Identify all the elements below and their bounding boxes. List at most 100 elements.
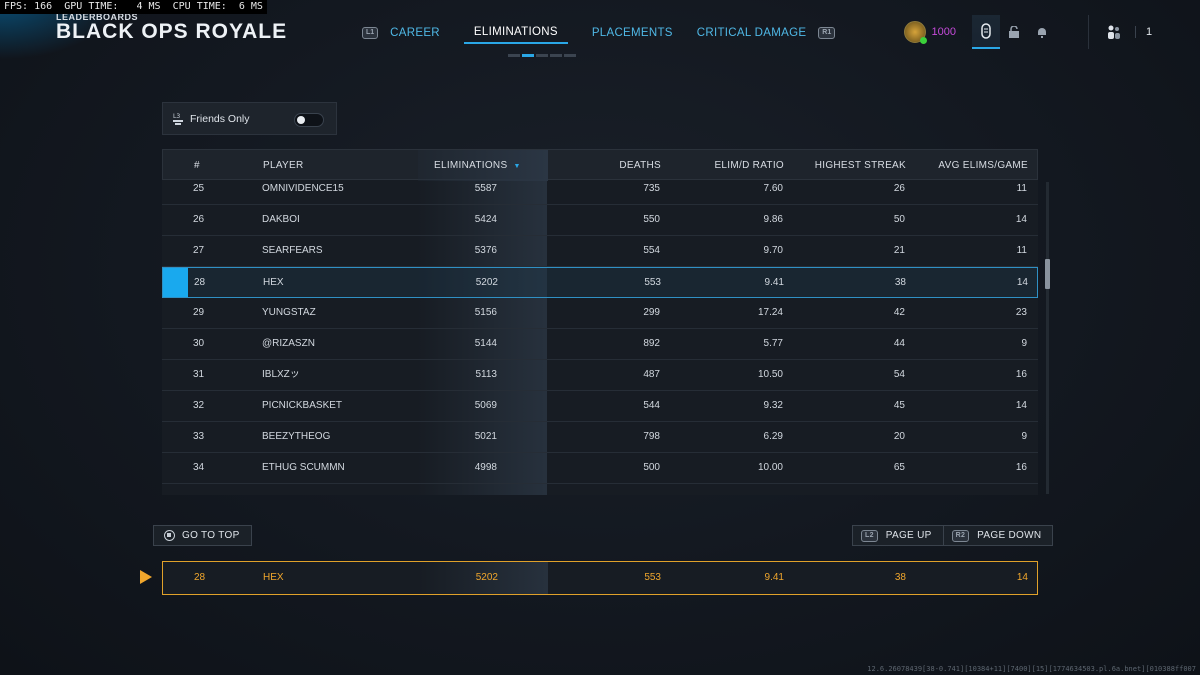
r1-button-hint[interactable]: R1 (818, 27, 836, 39)
player-rank-badge-icon[interactable] (903, 21, 927, 44)
cell-deaths-text: 544 (643, 400, 660, 411)
column-eliminations[interactable]: ELIMINATIONS ▼ (434, 150, 521, 182)
table-row[interactable]: 27 SEARFEARS 5376 554 9.70 21 11 (162, 236, 1038, 267)
table-row[interactable]: 34 ETHUG SCUMMN 4998 500 10.00 65 16 (162, 453, 1038, 484)
stop-button-icon (164, 530, 175, 541)
cell-rank: 34 (193, 453, 204, 483)
cell-streak-text: 45 (893, 400, 905, 411)
cell-elims-text: 4998 (474, 462, 497, 473)
table-row[interactable]: 32 PICNICKBASKET 5069 544 9.32 45 14 (162, 391, 1038, 422)
cell-rank-text: 33 (193, 431, 205, 442)
page-down-button[interactable]: R2 PAGE DOWN (943, 525, 1054, 546)
table-row-current-player[interactable]: 28 HEX 5202 553 9.41 38 14 (162, 267, 1038, 298)
cell-ratio-text: 17.24 (757, 307, 783, 318)
notification-bell-icon[interactable] (1028, 15, 1056, 49)
cell-player-text: @RIZASZN (262, 338, 315, 349)
page-dot (550, 54, 562, 57)
cell-rank-text: 25 (193, 183, 205, 194)
friends-only-toggle[interactable] (294, 113, 324, 127)
go-to-top-button[interactable]: GO TO TOP (153, 525, 252, 546)
page-dot (564, 54, 576, 57)
cell-rank: 28 (194, 268, 205, 298)
menu-icon-selected[interactable] (972, 15, 1000, 49)
cell-elims-text: 5202 (475, 277, 498, 288)
cell-rank: 31 (193, 360, 204, 390)
cell-rank-text: 32 (193, 400, 205, 411)
page-indicator (508, 54, 576, 57)
party-widget[interactable]: 1 (1088, 15, 1200, 49)
cell-avg-text: 9 (1021, 338, 1027, 349)
cell-deaths-text: 550 (643, 214, 660, 225)
cell-player-text: DAKBOI (262, 214, 300, 225)
tab-critical-damage[interactable]: CRITICAL DAMAGE (696, 27, 807, 39)
cell-player: PICNICKBASKET (262, 391, 342, 421)
cell-player-text: HEX (263, 277, 284, 288)
friends-only-filter[interactable]: L3 Friends Only (162, 102, 337, 135)
my-player: HEX (263, 572, 284, 583)
cell-elims-text: 5113 (475, 369, 497, 380)
cell-ratio-text: 10.00 (757, 462, 783, 473)
column-avg-label: AVG ELIMS/GAME (938, 160, 1028, 171)
party-members-icon (1108, 25, 1120, 39)
tab-career[interactable]: CAREER (390, 27, 440, 39)
cell-streak-text: 38 (894, 277, 906, 288)
table-row[interactable]: 26 DAKBOI 5424 550 9.86 50 14 (162, 205, 1038, 236)
unlock-icon[interactable] (1000, 15, 1028, 49)
cell-elims-text: 5376 (474, 245, 497, 256)
cell-deaths-text: 798 (643, 431, 660, 442)
cell-player-text: YUNGSTAZ (262, 307, 316, 318)
column-deaths-label: DEATHS (619, 160, 661, 171)
cell-streak-text: 26 (893, 183, 905, 194)
cell-ratio-text: 6.29 (763, 431, 783, 442)
l1-button-hint[interactable]: L1 (362, 27, 379, 39)
cell-player: OMNIVIDENCE15 (262, 174, 344, 204)
cell-deaths-text: 735 (643, 183, 660, 194)
tab-placements[interactable]: PLACEMENTS (591, 27, 673, 39)
cell-elims-text: 5156 (474, 307, 497, 318)
table-row[interactable]: 29 YUNGSTAZ 5156 299 17.24 42 23 (162, 298, 1038, 329)
cell-rank: 25 (193, 174, 204, 204)
cell-deaths-text: 892 (643, 338, 660, 349)
cell-player: SEARFEARS (262, 236, 323, 266)
tab-eliminations[interactable]: ELIMINATIONS (463, 26, 568, 44)
cell-elims-text: 5587 (474, 183, 497, 194)
cell-streak-text: 20 (893, 431, 905, 442)
table-row[interactable]: 31 IBLXZッ 5113 487 10.50 54 16 (162, 360, 1038, 391)
cell-avg-text: 14 (1016, 277, 1028, 288)
table-row[interactable]: 25 OMNIVIDENCE15 5587 735 7.60 26 11 (162, 174, 1038, 205)
page-dot (536, 54, 548, 57)
page-dot (508, 54, 520, 57)
current-player-row[interactable]: 28 HEX 5202 553 9.41 38 14 (162, 561, 1038, 595)
cell-avg-text: 9 (1021, 431, 1027, 442)
cell-player: BEEZYTHEOG (262, 422, 330, 452)
scrollbar-thumb[interactable] (1045, 259, 1050, 289)
cell-avg-text: 16 (1015, 462, 1027, 473)
cell-elims-text: 5424 (474, 214, 497, 225)
cell-elims-text: 5144 (474, 338, 497, 349)
cell-streak-text: 44 (893, 338, 905, 349)
column-eliminations-label: ELIMINATIONS (434, 160, 508, 171)
cell-ratio-text: 9.41 (764, 277, 784, 288)
cell-streak-text: 21 (893, 245, 905, 256)
cell-streak-text: 42 (893, 307, 905, 318)
cell-deaths-text: 299 (643, 307, 660, 318)
cell-rank-text: 31 (193, 369, 205, 380)
table-row[interactable]: 30 @RIZASZN 5144 892 5.77 44 9 (162, 329, 1038, 360)
points-value: 1000 (931, 26, 956, 38)
cell-avg-text: 11 (1016, 245, 1027, 256)
cell-deaths-text: 500 (643, 462, 660, 473)
cell-player: @RIZASZN (262, 329, 315, 359)
table-row[interactable]: 33 BEEZYTHEOG 5021 798 6.29 20 9 (162, 422, 1038, 453)
column-rank[interactable]: # (194, 160, 200, 171)
cell-rank: 33 (193, 422, 204, 452)
page-up-label: PAGE UP (885, 530, 932, 541)
sorted-header-highlight (418, 150, 548, 181)
cell-ratio-text: 9.86 (763, 214, 783, 225)
scrollbar-track[interactable] (1046, 182, 1049, 494)
cell-rank: 27 (193, 236, 204, 266)
page-up-button[interactable]: L2 PAGE UP (852, 525, 944, 546)
cell-player: YUNGSTAZ (262, 298, 316, 328)
cell-rank-text: 26 (193, 214, 205, 225)
table-row-partial (162, 484, 1038, 495)
column-player[interactable]: PLAYER (263, 160, 304, 171)
